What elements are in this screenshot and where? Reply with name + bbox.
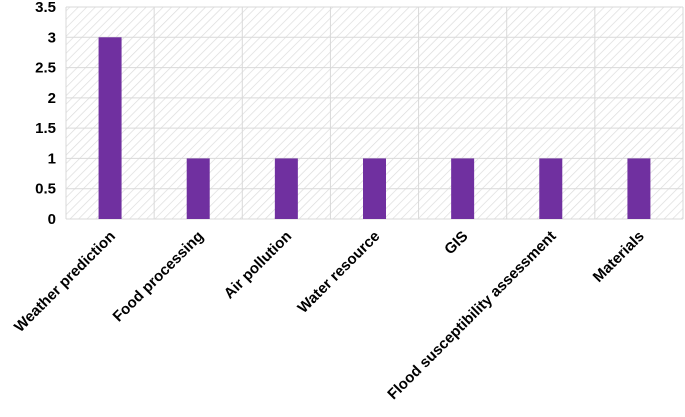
bar-6 [627,158,651,219]
bar-5 [539,158,563,219]
x-tick-label-4: GIS [441,228,471,258]
y-tick-label-4: 2 [48,90,56,107]
bar-1 [186,158,210,219]
y-tick-label-1: 0.5 [35,181,56,198]
bars [98,37,651,220]
bar-3 [363,158,386,219]
x-tick-label-6: Materials [590,228,648,286]
bar-0 [98,37,122,220]
x-tick-label-1: Food processing [110,228,207,325]
y-axis-tick-labels: 0 0.5 1 1.5 2 2.5 3 3.5 [35,0,56,228]
x-tick-label-3: Water resource [294,228,383,317]
y-tick-label-6: 3 [48,29,56,46]
x-tick-label-5: Flood susceptibility assessment [384,228,559,403]
y-tick-label-2: 1 [48,150,56,167]
y-tick-label-5: 2.5 [35,60,56,77]
bar-2 [274,158,298,219]
x-tick-label-2: Air pollution [221,228,295,302]
y-tick-label-0: 0 [48,211,56,228]
y-tick-label-7: 3.5 [35,0,56,16]
x-tick-label-0: Weather prediction [11,228,119,336]
bar-4 [451,158,475,219]
y-tick-label-3: 1.5 [35,120,56,137]
